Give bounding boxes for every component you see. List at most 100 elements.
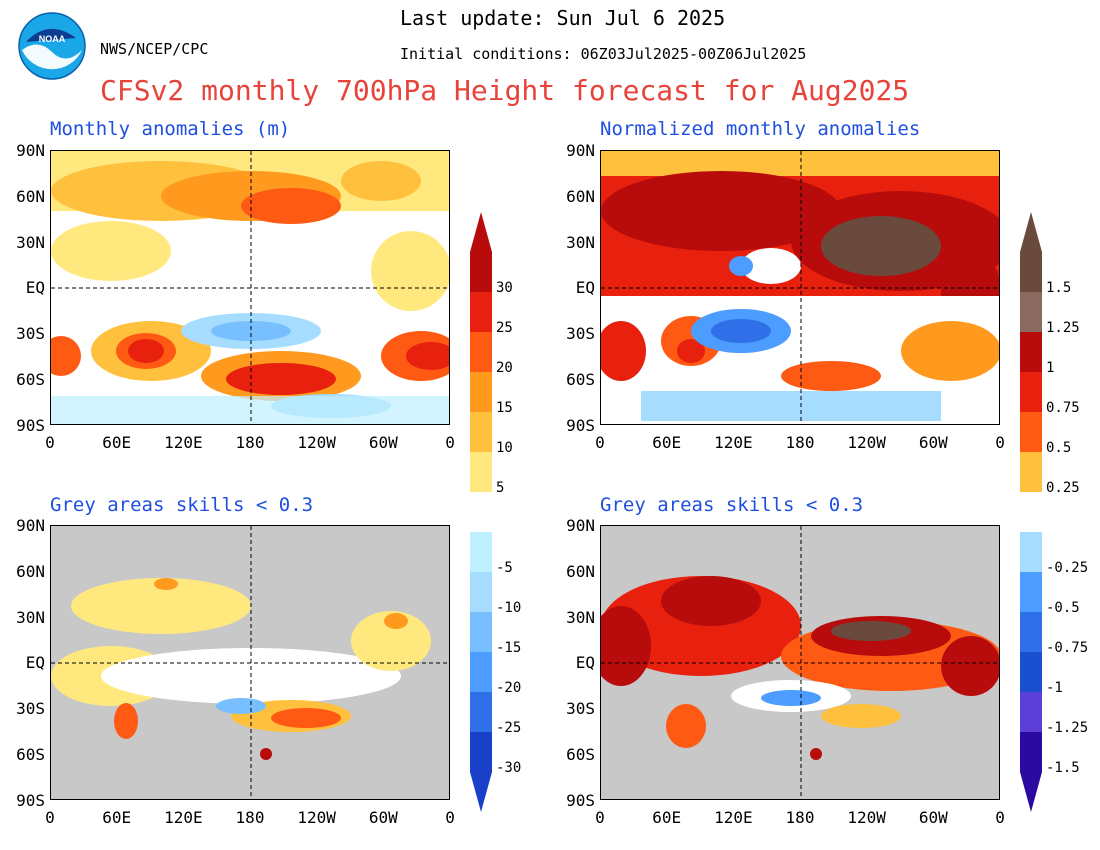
lon-label: 180 (785, 808, 815, 827)
colorbar-segment (470, 572, 492, 612)
lon-label: 0 (595, 433, 605, 452)
lat-label: 60S (566, 370, 595, 389)
colorbar-segment (470, 332, 492, 372)
lon-label: 60E (652, 808, 682, 827)
colorbar-top-arrow (1020, 212, 1042, 252)
lat-label: 90S (566, 790, 595, 810)
lat-label: 60S (16, 745, 45, 764)
lat-label: 90N (16, 516, 45, 535)
lon-label: 60E (102, 433, 132, 452)
lon-label: 120E (714, 808, 753, 827)
colorbar-label: -0.25 (1046, 560, 1089, 576)
colorbar-top-arrow (470, 212, 492, 252)
colorbar-label: -25 (496, 720, 522, 736)
colorbar-segment (1020, 652, 1042, 692)
colorbar-label: 20 (496, 360, 513, 376)
colorbar-label: 1.25 (1046, 320, 1080, 336)
colorbar-neutral-segment (470, 492, 492, 532)
colorbar-segment (1020, 732, 1042, 772)
colorbar-segment (470, 252, 492, 292)
colorbar-segment (470, 412, 492, 452)
lat-label: 60N (566, 561, 595, 581)
colorbar-segment (1020, 452, 1042, 492)
colorbar-label: -1 (1046, 680, 1063, 696)
lon-label: 120W (297, 433, 336, 452)
lat-label: 90N (16, 141, 45, 160)
colorbar-segment (470, 612, 492, 652)
colorbar-segment (1020, 572, 1042, 612)
colorbar-segment (1020, 332, 1042, 372)
panel-title-skill-anomalies: Grey areas skills < 0.3 (50, 494, 314, 516)
colorbar-bottom-arrow (470, 772, 492, 812)
lon-label: 120E (164, 808, 203, 827)
lat-label: EQ (25, 278, 45, 298)
colorbar-label: -5 (496, 560, 513, 576)
colorbar-segment (1020, 692, 1042, 732)
lat-label: 30N (566, 607, 595, 627)
map-skill-normalized (600, 525, 1000, 800)
lon-label: 0 (995, 808, 1005, 827)
lon-label: 0 (445, 808, 455, 827)
colorbar-label: 0.75 (1046, 400, 1080, 416)
colorbar-label: 0.25 (1046, 480, 1080, 496)
lat-label: 30S (566, 699, 595, 719)
lat-label: 30N (566, 232, 595, 252)
lat-label: 60N (566, 186, 595, 206)
lat-label: EQ (575, 653, 595, 673)
colorbar-label: 1.5 (1046, 280, 1072, 296)
colorbar-segment (470, 292, 492, 332)
colorbar-segment (1020, 612, 1042, 652)
colorbar-segment (1020, 532, 1042, 572)
colorbar-segment (1020, 292, 1042, 332)
lat-label: 90S (16, 790, 45, 810)
colorbar-normalized (1020, 212, 1042, 812)
lat-label: 30S (16, 699, 45, 719)
lat-label: 90N (566, 141, 595, 160)
lon-label: 120W (847, 433, 886, 452)
colorbar-label: -30 (496, 760, 522, 776)
lat-label: 60N (16, 561, 45, 581)
lat-label: 90S (16, 415, 45, 435)
colorbar-segment (470, 372, 492, 412)
lon-label: 60W (368, 433, 398, 452)
colorbar-label: 0.5 (1046, 440, 1072, 456)
colorbar-segment (470, 692, 492, 732)
lon-label: 60W (368, 808, 398, 827)
colorbar-segment (1020, 252, 1042, 292)
map-skill-anomalies (50, 525, 450, 800)
lat-label: 30S (566, 324, 595, 344)
colorbar-segment (470, 532, 492, 572)
colorbar-bottom-arrow (1020, 772, 1042, 812)
lon-label: 60W (918, 433, 948, 452)
last-update-text: Last update: Sun Jul 6 2025 (400, 6, 726, 30)
map-normalized (600, 150, 1000, 425)
lat-label: 30N (16, 607, 45, 627)
lon-label: 120E (164, 433, 203, 452)
lon-label: 60E (652, 433, 682, 452)
colorbar-label: 15 (496, 400, 513, 416)
panel-title-anomalies: Monthly anomalies (m) (50, 118, 291, 140)
lat-label: 60S (566, 745, 595, 764)
lat-label: 30N (16, 232, 45, 252)
lon-label: 0 (45, 808, 55, 827)
lon-label: 180 (785, 433, 815, 452)
lat-label: 90S (566, 415, 595, 435)
colorbar-label: 30 (496, 280, 513, 296)
colorbar-label: -15 (496, 640, 522, 656)
colorbar-label: -1.25 (1046, 720, 1089, 736)
colorbar-segment (470, 652, 492, 692)
initial-conditions-text: Initial conditions: 06Z03Jul2025-00Z06Ju… (400, 45, 807, 63)
noaa-logo: NOAA (18, 12, 86, 80)
lon-label: 120E (714, 433, 753, 452)
colorbar-label: 5 (496, 480, 505, 496)
lat-label: 90N (566, 516, 595, 535)
colorbar-label: -0.5 (1046, 600, 1080, 616)
colorbar-label: 1 (1046, 360, 1055, 376)
colorbar-label: -10 (496, 600, 522, 616)
lat-label: 60S (16, 370, 45, 389)
colorbar-segment (1020, 412, 1042, 452)
lon-label: 60E (102, 808, 132, 827)
page-title: CFSv2 monthly 700hPa Height forecast for… (100, 74, 910, 107)
colorbar-anomalies (470, 212, 492, 812)
lat-label: EQ (25, 653, 45, 673)
